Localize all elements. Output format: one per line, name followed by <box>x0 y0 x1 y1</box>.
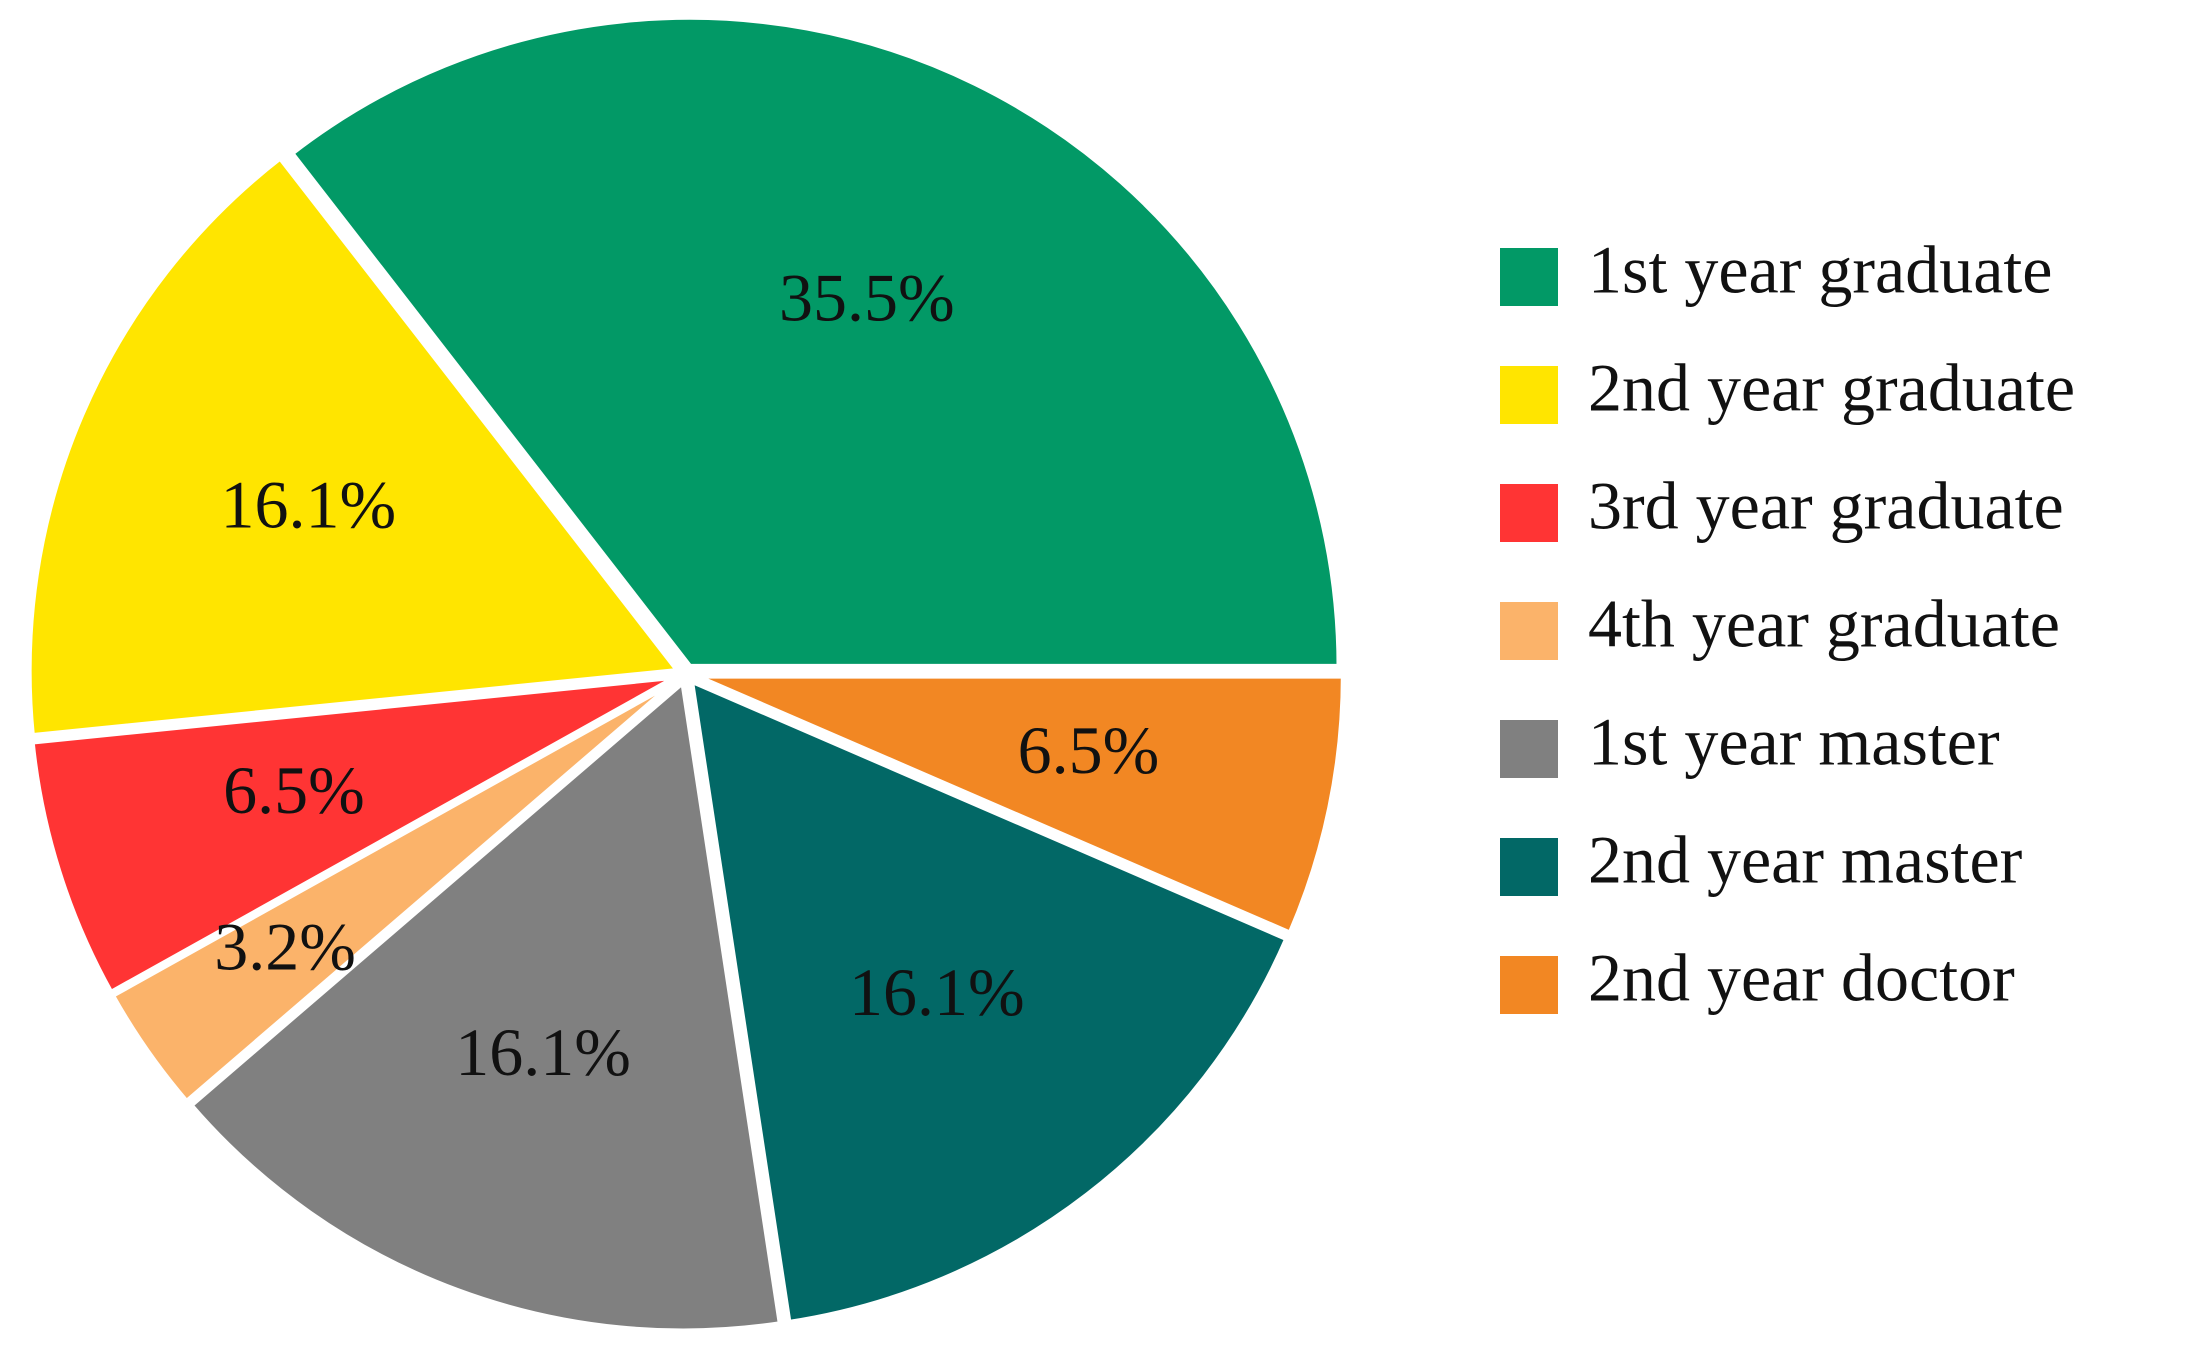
legend: 1st year graduate 2nd year graduate 3rd ye… <box>1500 232 2075 1016</box>
pie-slice-1st-year-master <box>187 678 784 1335</box>
pie-slice-3rd-year-graduate <box>28 673 682 997</box>
legend-item-4th-year-graduate: 4th year graduate <box>1500 586 2060 662</box>
slice-label-2nd-year-master: 16.1% <box>849 954 1025 1030</box>
slice-label-1st-year-master: 16.1% <box>455 1014 631 1090</box>
legend-item-1st-year-master: 1st year master <box>1500 704 2000 780</box>
legend-label-2nd-year-master: 2nd year master <box>1588 822 2023 898</box>
slice-label-3rd-year-graduate: 6.5% <box>223 752 365 828</box>
legend-label-2nd-year-doctor: 2nd year doctor <box>1588 940 2015 1016</box>
legend-label-3rd-year-graduate: 3rd year graduate <box>1588 468 2064 544</box>
pie-slice-2nd-year-master <box>687 677 1291 1326</box>
legend-swatch-1st-year-graduate <box>1500 248 1558 306</box>
legend-label-4th-year-graduate: 4th year graduate <box>1588 586 2060 662</box>
legend-swatch-2nd-year-doctor <box>1500 956 1558 1014</box>
pie-slice-1st-year-graduate <box>288 13 1343 670</box>
legend-item-2nd-year-graduate: 2nd year graduate <box>1500 350 2075 426</box>
legend-item-1st-year-graduate: 1st year graduate <box>1500 232 2052 308</box>
slice-label-2nd-year-doctor: 6.5% <box>1018 712 1160 788</box>
pie-slice-2nd-year-graduate <box>25 154 682 740</box>
legend-label-1st-year-master: 1st year master <box>1588 704 2000 780</box>
legend-swatch-2nd-year-master <box>1500 838 1558 896</box>
pie-slice-4th-year-graduate <box>108 675 683 1106</box>
legend-swatch-3rd-year-graduate <box>1500 484 1558 542</box>
legend-swatch-2nd-year-graduate <box>1500 366 1558 424</box>
pie-slices <box>25 13 1347 1335</box>
legend-item-3rd-year-graduate: 3rd year graduate <box>1500 468 2064 544</box>
pie-slice-labels: 35.5% 16.1% 6.5% 3.2% 16.1% 16.1% 6.5% <box>214 260 1159 1090</box>
legend-label-1st-year-graduate: 1st year graduate <box>1588 232 2052 308</box>
slice-label-1st-year-graduate: 35.5% <box>779 260 955 336</box>
pie-slice-2nd-year-doctor <box>690 672 1347 937</box>
legend-item-2nd-year-master: 2nd year master <box>1500 822 2023 898</box>
legend-swatch-1st-year-master <box>1500 720 1558 778</box>
legend-swatch-4th-year-graduate <box>1500 602 1558 660</box>
slice-label-4th-year-graduate: 3.2% <box>214 909 356 985</box>
legend-item-2nd-year-doctor: 2nd year doctor <box>1500 940 2015 1016</box>
legend-label-2nd-year-graduate: 2nd year graduate <box>1588 350 2075 426</box>
slice-label-2nd-year-graduate: 16.1% <box>220 467 396 543</box>
